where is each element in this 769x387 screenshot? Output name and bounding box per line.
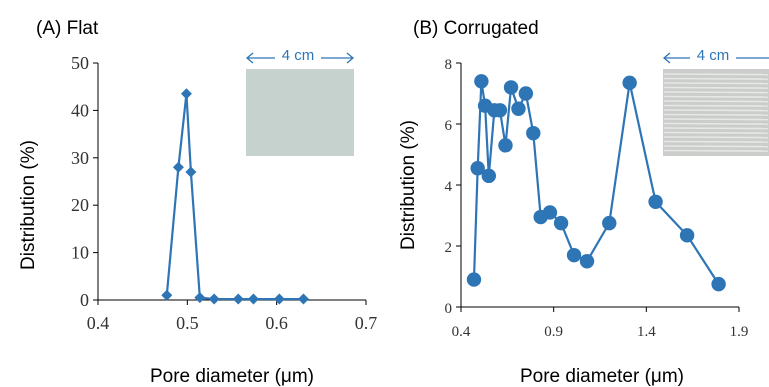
data-point-corrugated	[503, 80, 519, 95]
data-point-flat	[161, 289, 173, 301]
data-point-flat	[232, 293, 244, 305]
data-point-flat	[208, 293, 220, 305]
scale-label-bg-corrugated	[690, 45, 736, 65]
data-point-flat	[297, 293, 309, 305]
corrugation-ridge	[663, 131, 769, 134]
corrugation-ridge	[663, 140, 769, 143]
data-point-corrugated	[602, 215, 617, 231]
scale-label-bg-flat	[275, 45, 321, 65]
corrugation-ridge	[663, 104, 769, 107]
x-tick-label-corrugated: 1.4	[637, 324, 656, 340]
data-point-corrugated	[518, 86, 534, 101]
scale-bar-arrow-right-flat	[346, 52, 355, 64]
scale-bar-arrow-left-corrugated	[662, 52, 671, 64]
flat-membrane-photo	[246, 69, 354, 156]
corrugation-ridge	[663, 77, 769, 80]
series-corrugated	[466, 74, 726, 292]
corrugation-ridge	[663, 95, 769, 98]
y-axis-label-corrugated: Distribution (%)	[398, 120, 419, 250]
axes-flat: 0 10 20 30 40 50 0.4 0.5 0.6 0.7	[71, 53, 377, 333]
y-tick-label-corrugated: 8	[445, 57, 453, 73]
y-tick-label-flat: 40	[71, 100, 89, 120]
panel-flat: (A) Flat Distribution (%) Pore diameter …	[18, 18, 377, 387]
y-axis-label-flat: Distribution (%)	[18, 140, 39, 270]
data-point-corrugated	[622, 75, 637, 91]
y-tick-label-corrugated: 0	[445, 301, 453, 317]
data-point-corrugated	[648, 194, 663, 209]
x-tick-label-flat: 0.5	[176, 313, 199, 333]
data-point-corrugated	[492, 103, 508, 118]
corrugation-ridge	[663, 109, 769, 112]
data-point-corrugated	[466, 272, 482, 287]
data-point-flat	[194, 292, 206, 304]
corrugation-ridge	[663, 118, 769, 121]
corrugation-ridge	[663, 73, 769, 76]
data-point-corrugated	[566, 247, 582, 263]
axes-corrugated: 0 2 4 6 8 0.4 0.9 1.4 1.9	[445, 57, 749, 340]
x-tick-label-flat: 0.6	[265, 313, 288, 333]
corrugation-ridge	[663, 113, 769, 116]
corrugation-ridge	[663, 91, 769, 94]
x-tick-label-flat: 0.4	[87, 313, 110, 333]
data-point-corrugated	[553, 215, 569, 231]
data-point-corrugated	[474, 74, 489, 89]
y-tick-label-flat: 50	[71, 53, 89, 73]
corrugated-membrane-photo	[663, 69, 769, 156]
y-tick-label-corrugated: 2	[445, 240, 453, 256]
data-point-corrugated	[579, 254, 595, 269]
corrugation-ridge	[663, 100, 769, 103]
y-tick-label-flat: 20	[71, 195, 89, 215]
corrugation-ridge	[663, 86, 769, 89]
data-point-flat	[172, 161, 184, 173]
scale-label-flat: 4 cm	[282, 47, 315, 64]
corrugation-ridge	[663, 82, 769, 85]
corrugation-ridge	[663, 127, 769, 130]
x-tick-label-corrugated: 0.4	[452, 324, 471, 340]
corrugation-ridge	[663, 149, 769, 152]
data-point-flat	[273, 293, 285, 305]
panel-title-flat: (A) Flat	[36, 18, 99, 39]
data-point-flat	[185, 166, 197, 178]
scale-label-corrugated: 4 cm	[697, 47, 730, 64]
x-axis-label-flat: Pore diameter (μm)	[150, 366, 314, 387]
series-line-corrugated	[472, 80, 720, 285]
data-point-corrugated	[526, 125, 541, 141]
y-tick-label-flat: 0	[80, 290, 89, 310]
data-point-corrugated	[711, 276, 726, 292]
y-tick-label-corrugated: 6	[445, 118, 453, 134]
data-point-corrugated	[679, 228, 695, 243]
corrugation-texture	[663, 73, 769, 152]
data-point-corrugated	[511, 101, 526, 116]
corrugation-ridge	[663, 122, 769, 125]
inset-corrugated: 4 cm	[662, 45, 769, 156]
data-point-corrugated	[498, 138, 513, 153]
data-point-flat	[180, 88, 192, 100]
inset-flat: 4 cm	[245, 45, 355, 156]
y-tick-label-flat: 30	[71, 148, 89, 168]
y-tick-label-corrugated: 4	[445, 179, 453, 195]
data-point-flat	[247, 293, 259, 305]
data-point-corrugated	[542, 205, 558, 220]
x-tick-label-flat: 0.7	[355, 313, 378, 333]
series-line-flat	[165, 92, 304, 301]
x-axis-label-corrugated: Pore diameter (μm)	[520, 366, 684, 387]
data-point-corrugated	[470, 161, 485, 176]
panel-corrugated: (B) Corrugated Distribution (%) Pore dia…	[398, 18, 769, 387]
y-tick-label-flat: 10	[71, 243, 89, 263]
x-tick-label-corrugated: 1.9	[730, 324, 749, 340]
series-flat	[161, 88, 309, 305]
panel-title-corrugated: (B) Corrugated	[413, 18, 539, 39]
corrugation-ridge	[663, 136, 769, 139]
corrugation-ridge	[663, 145, 769, 148]
data-point-corrugated	[481, 168, 496, 184]
x-tick-label-corrugated: 0.9	[544, 324, 563, 340]
scale-bar-arrow-left-flat	[245, 52, 254, 64]
